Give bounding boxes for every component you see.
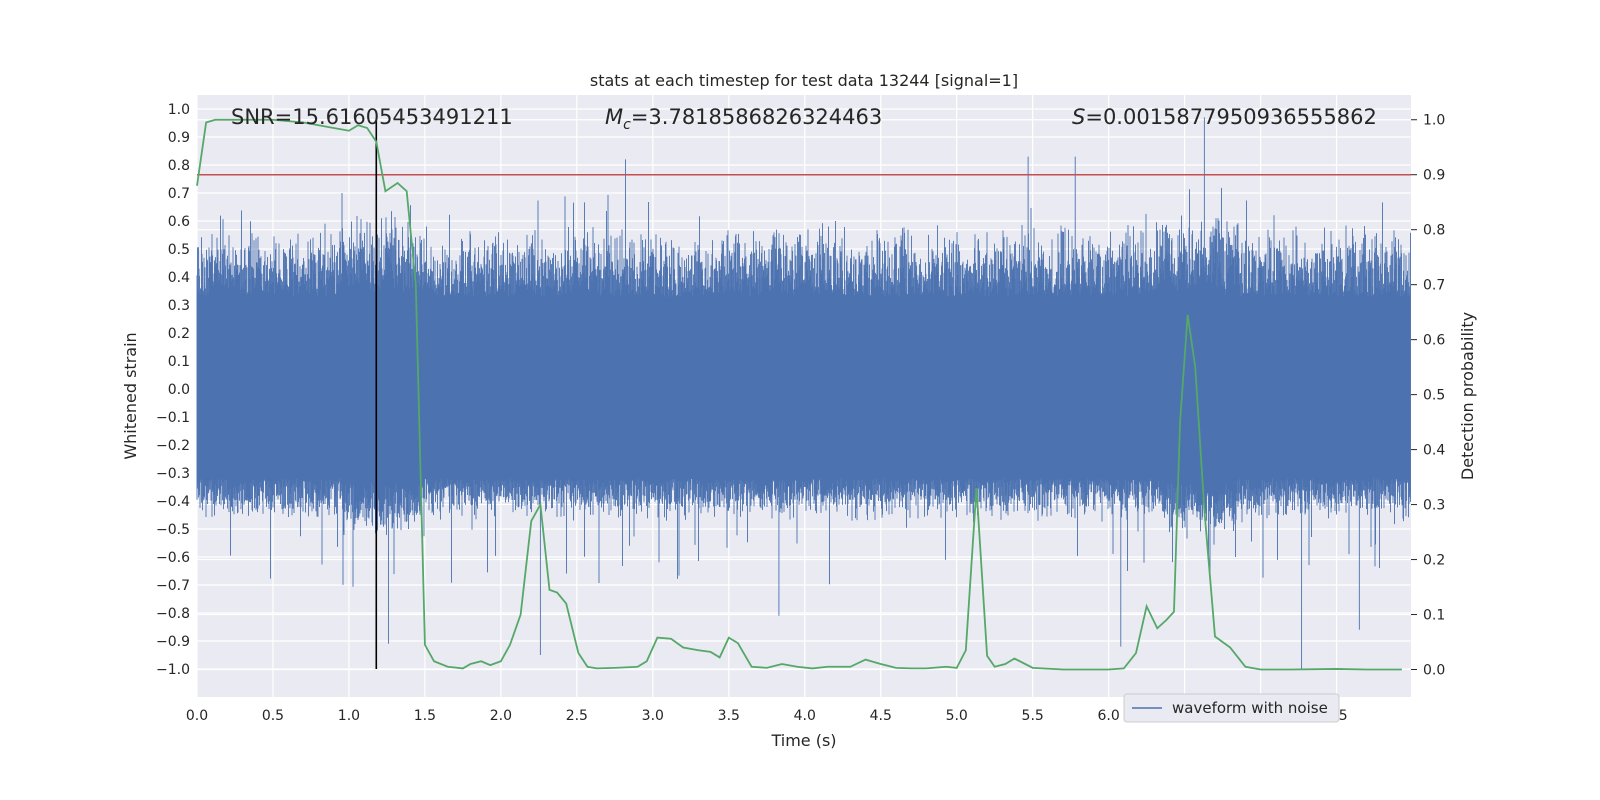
s-symbol: S [1072, 105, 1085, 129]
mc-symbol: M [605, 105, 623, 129]
y-left-tick-label: −0.7 [156, 578, 190, 594]
y-right-tick-label: 0.0 [1423, 663, 1445, 679]
y-left-tick-label: −0.6 [156, 550, 190, 566]
overlays [197, 119, 1411, 669]
y-left-tick-label: 0.2 [168, 326, 190, 342]
x-axis-label: Time (s) [770, 731, 836, 750]
y-left-tick-label: 0.0 [168, 382, 190, 398]
y-left-tick-label: −0.5 [156, 522, 190, 538]
x-tick-label: 3.5 [718, 708, 740, 724]
y-left-tick-label: 0.7 [168, 186, 190, 202]
y-axis-right-label: Detection probability [1458, 312, 1477, 480]
y-right-tick-label: 0.1 [1423, 608, 1445, 624]
y-left-tick-label: 0.6 [168, 214, 190, 230]
x-tick-label: 2.0 [490, 708, 512, 724]
y-right-tick-label: 0.7 [1423, 278, 1445, 294]
y-right-tick-label: 0.3 [1423, 498, 1445, 514]
y-left-tick-label: −0.8 [156, 606, 190, 622]
x-tick-label: 6.0 [1098, 708, 1120, 724]
x-tick-label: 0.5 [262, 708, 284, 724]
waveform-line [196, 117, 1411, 669]
chart-title: stats at each timestep for test data 132… [590, 71, 1018, 90]
y-right-tick-label: 0.4 [1423, 443, 1445, 459]
y-right-tick-label: 0.2 [1423, 553, 1445, 569]
x-tick-label: 5.5 [1022, 708, 1044, 724]
y-right-tick-label: 0.5 [1423, 388, 1445, 404]
y-left-tick-label: 0.5 [168, 242, 190, 258]
y-left-tick-label: 0.4 [168, 270, 190, 286]
y-left-tick-label: 0.1 [168, 354, 190, 370]
y-left-tick-label: 0.3 [168, 298, 190, 314]
x-tick-label: 0.0 [186, 708, 208, 724]
x-tick-label: 5.0 [946, 708, 968, 724]
x-tick-label: 1.5 [414, 708, 436, 724]
waveform-series [196, 117, 1411, 669]
y-left-tick-label: −0.4 [156, 494, 190, 510]
mc-subscript: c [623, 117, 631, 133]
y-right-tick-label: 0.6 [1423, 333, 1445, 349]
x-tick-label: 1.0 [338, 708, 360, 724]
y-left-tick-label: 0.8 [168, 158, 190, 174]
probability-series [196, 118, 1402, 671]
x-tick-label: 4.0 [794, 708, 816, 724]
y-left-tick-label: −0.1 [156, 410, 190, 426]
legend: waveform with noise [1123, 693, 1340, 723]
s-annotation: S=0.0015877950936555862 [1072, 105, 1377, 129]
y-left-tick-label: −0.9 [156, 634, 190, 650]
y-right-tick-label: 0.9 [1423, 168, 1445, 184]
legend-box [1123, 693, 1340, 723]
y-right-tick-label: 1.0 [1423, 113, 1445, 129]
legend-label-waveform: waveform with noise [1172, 699, 1328, 717]
s-value: =0.0015877950936555862 [1085, 105, 1377, 129]
x-tick-label: 2.5 [566, 708, 588, 724]
detection-probability-line [196, 118, 1402, 671]
mc-value: =3.7818586826324463 [631, 105, 882, 129]
y-axis-left-label: Whitened strain [121, 332, 140, 459]
y-right-tick-label: 0.8 [1423, 223, 1445, 239]
y-left-tick-label: 1.0 [168, 102, 190, 118]
x-tick-label: 4.5 [870, 708, 892, 724]
y-left-tick-label: −0.3 [156, 466, 190, 482]
x-tick-label: 3.0 [642, 708, 664, 724]
y-left-tick-label: 0.9 [168, 130, 190, 146]
y-right-ticks: 1.0 0.9 0.8 0.7 0.6 0.5 0.4 0.3 0.2 0.1 0.0 [1411, 113, 1445, 679]
y-left-ticks: 1.0 0.9 0.8 0.7 0.6 0.5 0.4 0.3 0.2 0.1 0.0 −0.1 −0.… [156, 102, 190, 678]
chirp-mass-annotation: Mc=3.7818586826324463 [605, 105, 882, 133]
y-left-tick-label: −0.2 [156, 438, 190, 454]
y-left-tick-label: −1.0 [156, 662, 190, 678]
snr-annotation: SNR=15.61605453491211 [231, 105, 513, 129]
